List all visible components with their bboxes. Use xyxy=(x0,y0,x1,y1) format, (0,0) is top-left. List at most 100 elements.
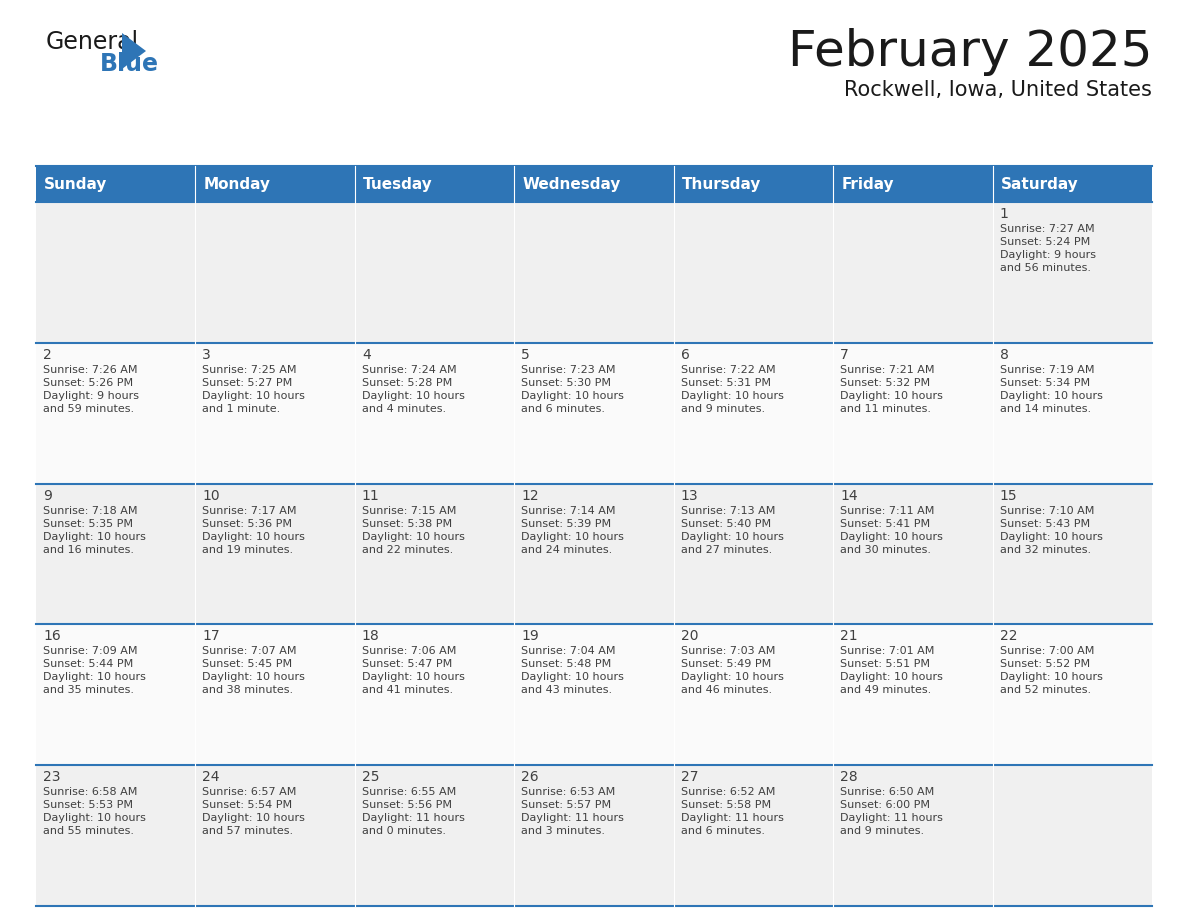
Bar xyxy=(196,484,355,624)
Bar xyxy=(355,484,514,624)
Text: February 2025: February 2025 xyxy=(788,28,1152,76)
Bar xyxy=(992,484,1152,624)
Text: Monday: Monday xyxy=(203,176,271,192)
Text: Sunrise: 6:53 AM: Sunrise: 6:53 AM xyxy=(522,788,615,797)
Text: Daylight: 10 hours: Daylight: 10 hours xyxy=(681,672,784,682)
Text: Daylight: 10 hours: Daylight: 10 hours xyxy=(43,672,146,682)
Text: Sunset: 5:45 PM: Sunset: 5:45 PM xyxy=(202,659,292,669)
Text: and 4 minutes.: and 4 minutes. xyxy=(362,404,446,414)
Text: and 9 minutes.: and 9 minutes. xyxy=(681,404,765,414)
Bar xyxy=(992,202,1152,342)
Text: Sunrise: 7:00 AM: Sunrise: 7:00 AM xyxy=(999,646,1094,656)
Text: Sunset: 5:24 PM: Sunset: 5:24 PM xyxy=(999,237,1089,247)
Text: Friday: Friday xyxy=(841,176,893,192)
Text: and 56 minutes.: and 56 minutes. xyxy=(999,263,1091,273)
Text: and 55 minutes.: and 55 minutes. xyxy=(43,826,134,836)
Text: and 59 minutes.: and 59 minutes. xyxy=(43,404,134,414)
Text: and 35 minutes.: and 35 minutes. xyxy=(43,686,134,696)
Text: 21: 21 xyxy=(840,630,858,644)
Text: and 38 minutes.: and 38 minutes. xyxy=(202,686,293,696)
Text: 26: 26 xyxy=(522,770,539,784)
Bar xyxy=(833,766,992,906)
Text: Sunset: 5:43 PM: Sunset: 5:43 PM xyxy=(999,519,1089,529)
Text: 14: 14 xyxy=(840,488,858,502)
Bar xyxy=(674,484,833,624)
Bar xyxy=(833,342,992,484)
Bar xyxy=(36,484,196,624)
Text: Sunset: 5:56 PM: Sunset: 5:56 PM xyxy=(362,800,451,811)
Bar xyxy=(196,624,355,766)
Text: and 30 minutes.: and 30 minutes. xyxy=(840,544,931,554)
Bar xyxy=(36,166,196,202)
Text: Sunset: 5:40 PM: Sunset: 5:40 PM xyxy=(681,519,771,529)
Text: Sunrise: 6:50 AM: Sunrise: 6:50 AM xyxy=(840,788,935,797)
Text: Sunset: 5:51 PM: Sunset: 5:51 PM xyxy=(840,659,930,669)
Text: Sunrise: 7:10 AM: Sunrise: 7:10 AM xyxy=(999,506,1094,516)
Text: Sunrise: 6:58 AM: Sunrise: 6:58 AM xyxy=(43,788,138,797)
Text: 23: 23 xyxy=(43,770,61,784)
Text: Sunrise: 7:15 AM: Sunrise: 7:15 AM xyxy=(362,506,456,516)
Text: 9: 9 xyxy=(43,488,52,502)
Text: Sunrise: 7:26 AM: Sunrise: 7:26 AM xyxy=(43,364,138,375)
Text: and 19 minutes.: and 19 minutes. xyxy=(202,544,293,554)
Text: Sunrise: 7:19 AM: Sunrise: 7:19 AM xyxy=(999,364,1094,375)
Text: Sunrise: 7:22 AM: Sunrise: 7:22 AM xyxy=(681,364,776,375)
Text: and 16 minutes.: and 16 minutes. xyxy=(43,544,134,554)
Bar xyxy=(196,166,355,202)
Text: Sunrise: 7:27 AM: Sunrise: 7:27 AM xyxy=(999,224,1094,234)
Bar xyxy=(355,202,514,342)
Text: Sunset: 5:34 PM: Sunset: 5:34 PM xyxy=(999,378,1089,387)
Text: 25: 25 xyxy=(362,770,379,784)
Text: Sunset: 6:00 PM: Sunset: 6:00 PM xyxy=(840,800,930,811)
Text: Rockwell, Iowa, United States: Rockwell, Iowa, United States xyxy=(845,80,1152,100)
Text: Daylight: 10 hours: Daylight: 10 hours xyxy=(840,391,943,401)
Polygon shape xyxy=(122,33,146,69)
Text: Sunset: 5:57 PM: Sunset: 5:57 PM xyxy=(522,800,612,811)
Text: 10: 10 xyxy=(202,488,220,502)
Bar xyxy=(36,342,196,484)
Bar xyxy=(674,624,833,766)
Text: and 3 minutes.: and 3 minutes. xyxy=(522,826,605,836)
Text: Daylight: 10 hours: Daylight: 10 hours xyxy=(522,672,624,682)
Bar xyxy=(833,484,992,624)
Text: Sunset: 5:39 PM: Sunset: 5:39 PM xyxy=(522,519,612,529)
Bar xyxy=(196,766,355,906)
Text: Sunrise: 7:17 AM: Sunrise: 7:17 AM xyxy=(202,506,297,516)
Text: Sunset: 5:31 PM: Sunset: 5:31 PM xyxy=(681,378,771,387)
Bar xyxy=(196,202,355,342)
Text: Sunset: 5:41 PM: Sunset: 5:41 PM xyxy=(840,519,930,529)
Text: 19: 19 xyxy=(522,630,539,644)
Text: Sunrise: 7:03 AM: Sunrise: 7:03 AM xyxy=(681,646,775,656)
Bar xyxy=(514,166,674,202)
Text: and 11 minutes.: and 11 minutes. xyxy=(840,404,931,414)
Text: and 0 minutes.: and 0 minutes. xyxy=(362,826,446,836)
Text: Sunset: 5:36 PM: Sunset: 5:36 PM xyxy=(202,519,292,529)
Bar xyxy=(355,342,514,484)
Text: 27: 27 xyxy=(681,770,699,784)
Text: Sunrise: 7:13 AM: Sunrise: 7:13 AM xyxy=(681,506,775,516)
Text: 4: 4 xyxy=(362,348,371,362)
Text: Sunset: 5:49 PM: Sunset: 5:49 PM xyxy=(681,659,771,669)
Text: Daylight: 10 hours: Daylight: 10 hours xyxy=(43,532,146,542)
Text: Daylight: 10 hours: Daylight: 10 hours xyxy=(362,532,465,542)
Text: and 9 minutes.: and 9 minutes. xyxy=(840,826,924,836)
Text: 11: 11 xyxy=(362,488,380,502)
Text: Sunset: 5:52 PM: Sunset: 5:52 PM xyxy=(999,659,1089,669)
Text: Sunrise: 6:55 AM: Sunrise: 6:55 AM xyxy=(362,788,456,797)
Text: and 57 minutes.: and 57 minutes. xyxy=(202,826,293,836)
Text: Sunrise: 6:52 AM: Sunrise: 6:52 AM xyxy=(681,788,775,797)
Bar xyxy=(992,166,1152,202)
Text: and 22 minutes.: and 22 minutes. xyxy=(362,544,453,554)
Text: Sunset: 5:30 PM: Sunset: 5:30 PM xyxy=(522,378,612,387)
Text: Sunrise: 7:14 AM: Sunrise: 7:14 AM xyxy=(522,506,615,516)
Text: and 43 minutes.: and 43 minutes. xyxy=(522,686,612,696)
Text: Sunset: 5:32 PM: Sunset: 5:32 PM xyxy=(840,378,930,387)
Text: 15: 15 xyxy=(999,488,1017,502)
Text: Daylight: 10 hours: Daylight: 10 hours xyxy=(681,532,784,542)
Text: Daylight: 10 hours: Daylight: 10 hours xyxy=(362,391,465,401)
Bar xyxy=(355,624,514,766)
Text: 22: 22 xyxy=(999,630,1017,644)
Text: Sunset: 5:58 PM: Sunset: 5:58 PM xyxy=(681,800,771,811)
Text: Daylight: 9 hours: Daylight: 9 hours xyxy=(999,250,1095,260)
Text: and 32 minutes.: and 32 minutes. xyxy=(999,544,1091,554)
